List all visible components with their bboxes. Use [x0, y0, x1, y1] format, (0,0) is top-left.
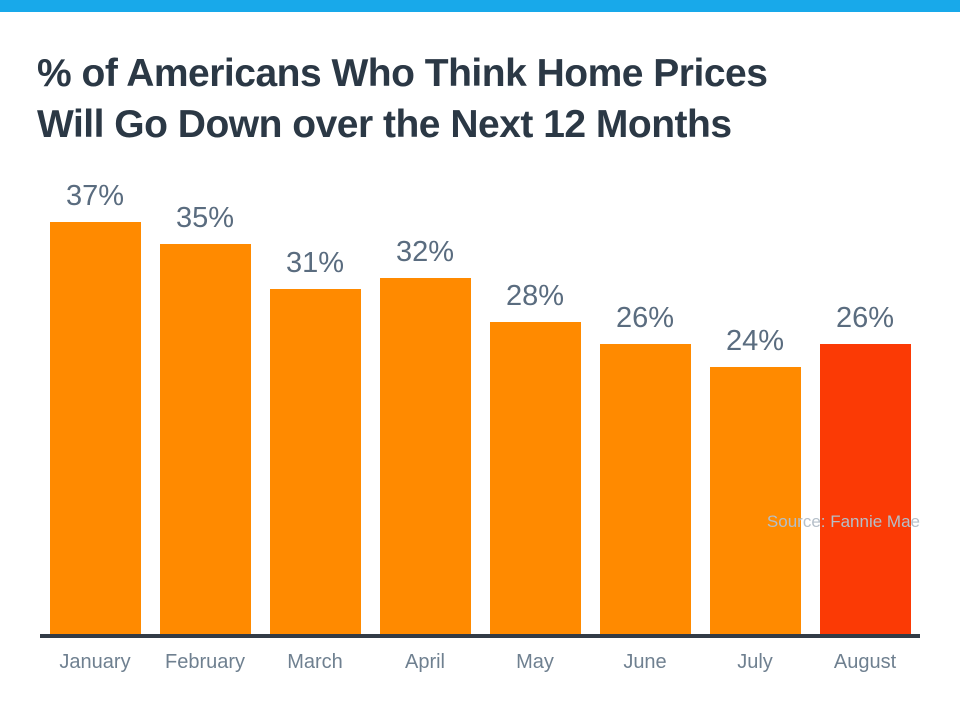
- bar-value-label: 31%: [285, 247, 345, 279]
- page-title: % of Americans Who Think Home Prices Wil…: [37, 48, 920, 150]
- bar-column: 31%: [260, 247, 370, 634]
- x-axis-line: [40, 634, 920, 638]
- source-attribution: Source: Fannie Mae: [766, 512, 920, 531]
- x-axis-labels: January February March April May June July Augu…: [40, 638, 920, 674]
- bar-value-label: 35%: [175, 202, 235, 234]
- bar: [159, 244, 251, 634]
- bar-column: 24%: [700, 325, 810, 634]
- bar: [819, 344, 911, 634]
- bar-value-label: 32%: [395, 236, 455, 268]
- bar: [379, 278, 471, 634]
- bar-value-label: 28%: [505, 280, 565, 312]
- bar-column: 26%: [590, 302, 700, 634]
- top-accent-bar: [0, 0, 960, 12]
- bar-column: 26%: [810, 302, 920, 634]
- x-axis-label: February: [164, 651, 246, 673]
- bar-chart: 37% 35% 31% 32% 28% 26% 24% 26% January February…: [40, 172, 920, 674]
- x-axis-label: June: [623, 651, 667, 673]
- x-axis-label: August: [833, 651, 897, 673]
- bar: [49, 222, 141, 634]
- x-axis-label: April: [404, 651, 445, 673]
- bar-value-label: 26%: [835, 302, 895, 334]
- bar: [599, 344, 691, 634]
- bar-value-label: 37%: [65, 180, 125, 212]
- page-title-line-1: % of Americans Who Think Home Prices: [37, 52, 768, 95]
- bar-value-label: 24%: [725, 325, 785, 357]
- bar: [269, 289, 361, 634]
- x-axis-label: July: [737, 651, 773, 673]
- x-axis-label: January: [59, 651, 131, 673]
- bar-chart-plot-area: 37% 35% 31% 32% 28% 26% 24% 26%: [40, 172, 920, 634]
- bar-column: 32%: [370, 236, 480, 634]
- bar-column: 37%: [40, 180, 150, 634]
- bar: [489, 322, 581, 634]
- bar: [709, 367, 801, 634]
- bar-column: 35%: [150, 202, 260, 634]
- bar-column: 28%: [480, 280, 590, 634]
- page-title-line-2: Will Go Down over the Next 12 Months: [37, 103, 732, 146]
- bar-value-label: 26%: [615, 302, 675, 334]
- x-axis-label: May: [516, 651, 554, 673]
- x-axis-label: March: [287, 651, 343, 673]
